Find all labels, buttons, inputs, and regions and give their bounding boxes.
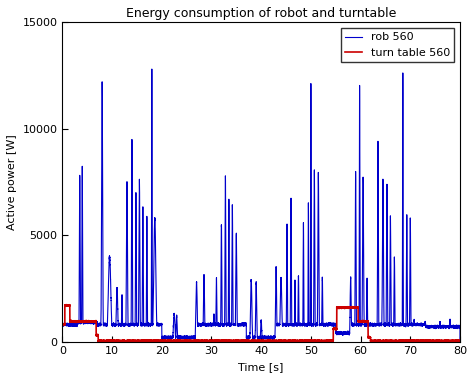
rob 560: [99, 136, 105, 140]
Y-axis label: Active power [W]: Active power [W]: [7, 134, 17, 230]
turn table 560: [99, 339, 105, 343]
Line: turn table 560: turn table 560: [63, 305, 460, 341]
rob 560: [441, 324, 447, 328]
rob 560: [386, 323, 392, 327]
turn table 560: [376, 338, 382, 343]
Title: Energy consumption of robot and turntable: Energy consumption of robot and turntabl…: [126, 7, 396, 20]
rob 560: [60, 321, 65, 326]
turn table 560: [457, 339, 463, 344]
turn table 560: [441, 338, 447, 343]
rob 560: [413, 323, 419, 327]
rob 560: [457, 339, 463, 344]
Legend: rob 560, turn table 560: rob 560, turn table 560: [341, 28, 455, 63]
rob 560: [160, 335, 166, 340]
X-axis label: Time [s]: Time [s]: [238, 362, 284, 372]
Line: rob 560: rob 560: [63, 69, 460, 341]
turn table 560: [413, 339, 419, 343]
turn table 560: [64, 302, 69, 307]
turn table 560: [386, 338, 392, 343]
rob 560: [376, 323, 382, 327]
turn table 560: [60, 323, 65, 327]
turn table 560: [160, 339, 166, 343]
turn table 560: [96, 339, 101, 344]
rob 560: [149, 67, 155, 71]
